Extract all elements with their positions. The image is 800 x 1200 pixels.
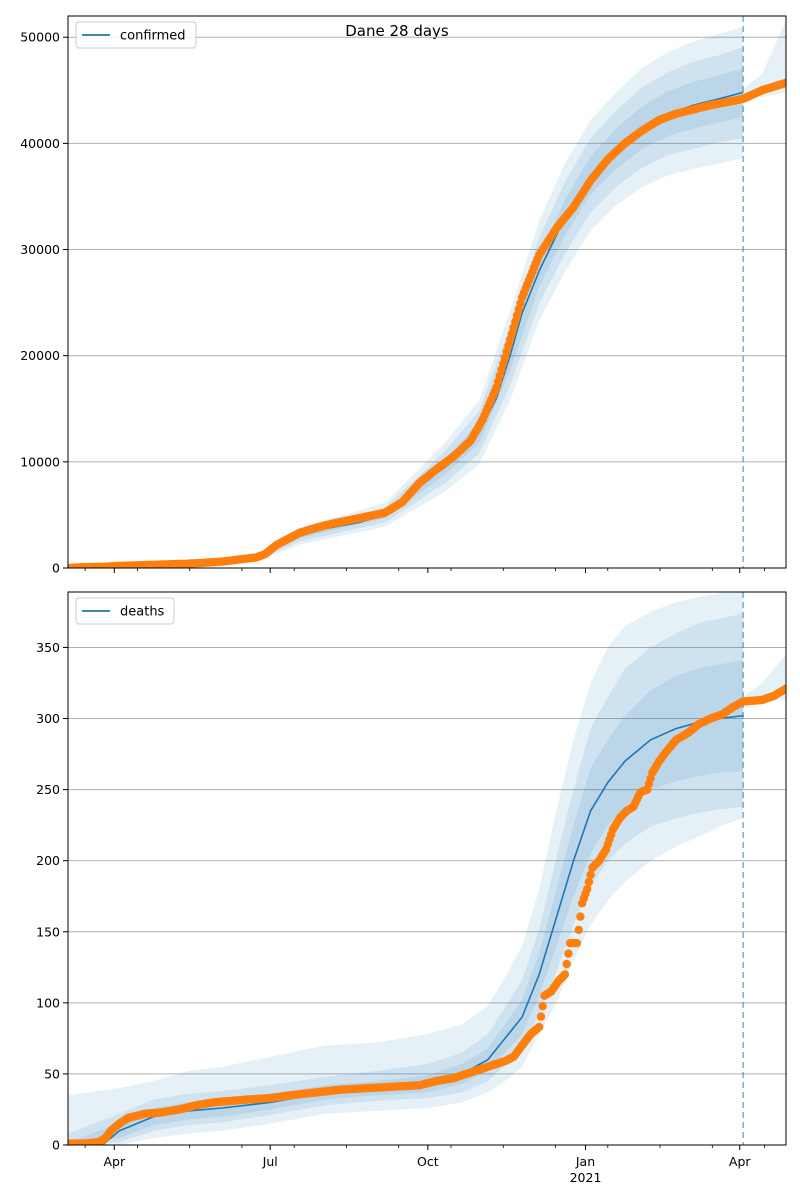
legend-box [75, 597, 175, 625]
y-tick-label: 10000 [20, 454, 60, 469]
figure-title: Dane 28 days [345, 22, 449, 40]
observed-point [536, 1012, 546, 1021]
observed-point [781, 78, 786, 88]
x-tick-label: Jan [575, 1154, 595, 1169]
y-tick-label: 200 [36, 853, 60, 868]
y-tick-label: 50 [44, 1066, 60, 1081]
x-tick-sublabel: 2021 [570, 1170, 602, 1185]
legend-label: deaths [120, 605, 165, 620]
observed-point [576, 912, 585, 921]
band-inner [68, 68, 744, 568]
band-outer [68, 592, 744, 1145]
y-tick-label: 40000 [20, 136, 60, 151]
confirmed-panel: 0 10000 20000 30000 40000 50000 confirmed [20, 15, 787, 576]
y-tick-label: 300 [36, 711, 60, 726]
y-tick-label: 30000 [20, 242, 60, 257]
observed-point [572, 938, 582, 948]
observed-point [583, 884, 592, 894]
legend-label: confirmed [120, 29, 186, 44]
observed-point [560, 970, 570, 979]
y-tick-label: 150 [36, 924, 60, 939]
axes-frame [67, 15, 787, 569]
observed-point [562, 959, 571, 969]
observed-point [586, 870, 595, 880]
plot-area [68, 16, 786, 568]
y-tick-label: 0 [52, 561, 60, 576]
band-middle [68, 46, 744, 568]
x-tick-label: Jul [262, 1154, 278, 1169]
band-middle [68, 613, 744, 1145]
y-tick-label: 350 [36, 640, 60, 655]
band-forecast-tail [743, 20, 786, 100]
legend: confirmed [75, 21, 197, 49]
observed-point [538, 1002, 547, 1011]
observed-point [574, 925, 583, 935]
y-tick-label: 20000 [20, 348, 60, 363]
x-tick-label: Apr [103, 1154, 125, 1169]
x-tick-label: Apr [729, 1154, 751, 1169]
y-tick-label: 250 [36, 782, 60, 797]
axes-frame [67, 591, 787, 1146]
observed-point [781, 684, 786, 693]
y-tick-label: 100 [36, 995, 60, 1010]
y-tick-label: 50000 [20, 30, 60, 45]
observed-point [564, 949, 573, 958]
band-inner [68, 660, 744, 1145]
y-tick-label: 0 [52, 1138, 60, 1153]
band-outer [68, 26, 744, 568]
observed-point [535, 1022, 544, 1032]
legend: deaths [75, 597, 175, 625]
observed-point [584, 877, 594, 887]
x-tick-label: Oct [417, 1154, 439, 1169]
plot-area [68, 592, 786, 1145]
legend-box [75, 21, 197, 49]
